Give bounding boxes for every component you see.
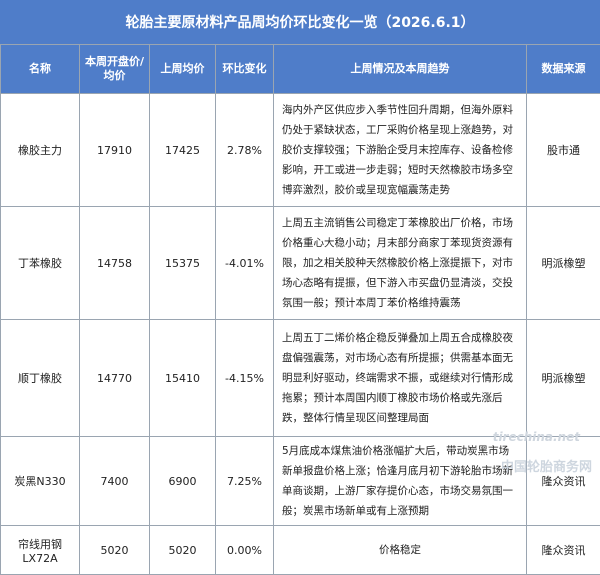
cell-last-week-price: 17425	[150, 94, 216, 207]
table-row: 帘线用钢LX72A 5020 5020 0.00% 价格稳定 隆众资讯	[1, 526, 600, 575]
table-row: 顺丁橡胶 14770 15410 -4.15% 上周五丁二烯价格企稳反弹叠加上周…	[1, 320, 600, 437]
price-table: 名称 本周开盘价/均价 上周均价 环比变化 上周情况及本周趋势 数据来源 橡胶主…	[0, 44, 600, 575]
page-title: 轮胎主要原材料产品周均价环比变化一览（2026.6.1）	[0, 0, 600, 45]
cell-last-week-price: 15375	[150, 207, 216, 320]
cell-last-week-price: 15410	[150, 320, 216, 437]
cell-source: 明派橡塑	[527, 320, 600, 437]
cell-name: 顺丁橡胶	[1, 320, 80, 437]
cell-current-price: 14758	[80, 207, 150, 320]
cell-name: 丁苯橡胶	[1, 207, 80, 320]
table-row: 橡胶主力 17910 17425 2.78% 海内外产区供应步入季节性回升周期，…	[1, 94, 600, 207]
cell-change: 7.25%	[216, 437, 274, 526]
cell-change: -4.01%	[216, 207, 274, 320]
cell-trend: 5月底成本煤焦油价格涨幅扩大后，带动炭黑市场新单报盘价格上涨；恰逢月底月初下游轮…	[274, 437, 527, 526]
watermark-url: tirechina.net	[493, 430, 580, 444]
cell-trend: 海内外产区供应步入季节性回升周期，但海外原料仍处于紧缺状态，工厂采购价格呈现上涨…	[274, 94, 527, 207]
cell-current-price: 5020	[80, 526, 150, 575]
price-table-page: 轮胎主要原材料产品周均价环比变化一览（2026.6.1） 名称 本周开盘价/均价…	[0, 0, 600, 516]
header-source: 数据来源	[527, 45, 600, 94]
cell-trend: 上周五主流销售公司稳定丁苯橡胶出厂价格，市场价格重心大稳小动；月末部分商家丁苯现…	[274, 207, 527, 320]
cell-trend: 上周五丁二烯价格企稳反弹叠加上周五合成橡胶夜盘偏强震荡，对市场心态有所提振；供需…	[274, 320, 527, 437]
cell-source: 隆众资讯	[527, 526, 600, 575]
header-change: 环比变化	[216, 45, 274, 94]
cell-current-price: 7400	[80, 437, 150, 526]
table-row: 丁苯橡胶 14758 15375 -4.01% 上周五主流销售公司稳定丁苯橡胶出…	[1, 207, 600, 320]
cell-current-price: 14770	[80, 320, 150, 437]
header-current-price: 本周开盘价/均价	[80, 45, 150, 94]
cell-source: 隆众资讯	[527, 437, 600, 526]
cell-name: 帘线用钢LX72A	[1, 526, 80, 575]
header-trend: 上周情况及本周趋势	[274, 45, 527, 94]
header-last-week-price: 上周均价	[150, 45, 216, 94]
header-name: 名称	[1, 45, 80, 94]
cell-change: -4.15%	[216, 320, 274, 437]
cell-change: 2.78%	[216, 94, 274, 207]
cell-current-price: 17910	[80, 94, 150, 207]
cell-change: 0.00%	[216, 526, 274, 575]
cell-name: 炭黑N330	[1, 437, 80, 526]
cell-last-week-price: 6900	[150, 437, 216, 526]
watermark-text: 中国轮胎商务网	[501, 456, 592, 475]
table-row: 炭黑N330 7400 6900 7.25% 5月底成本煤焦油价格涨幅扩大后，带…	[1, 437, 600, 526]
cell-source: 股市通	[527, 94, 600, 207]
cell-source: 明派橡塑	[527, 207, 600, 320]
cell-last-week-price: 5020	[150, 526, 216, 575]
cell-trend: 价格稳定	[274, 526, 527, 575]
header-row: 名称 本周开盘价/均价 上周均价 环比变化 上周情况及本周趋势 数据来源	[1, 45, 600, 94]
cell-name: 橡胶主力	[1, 94, 80, 207]
